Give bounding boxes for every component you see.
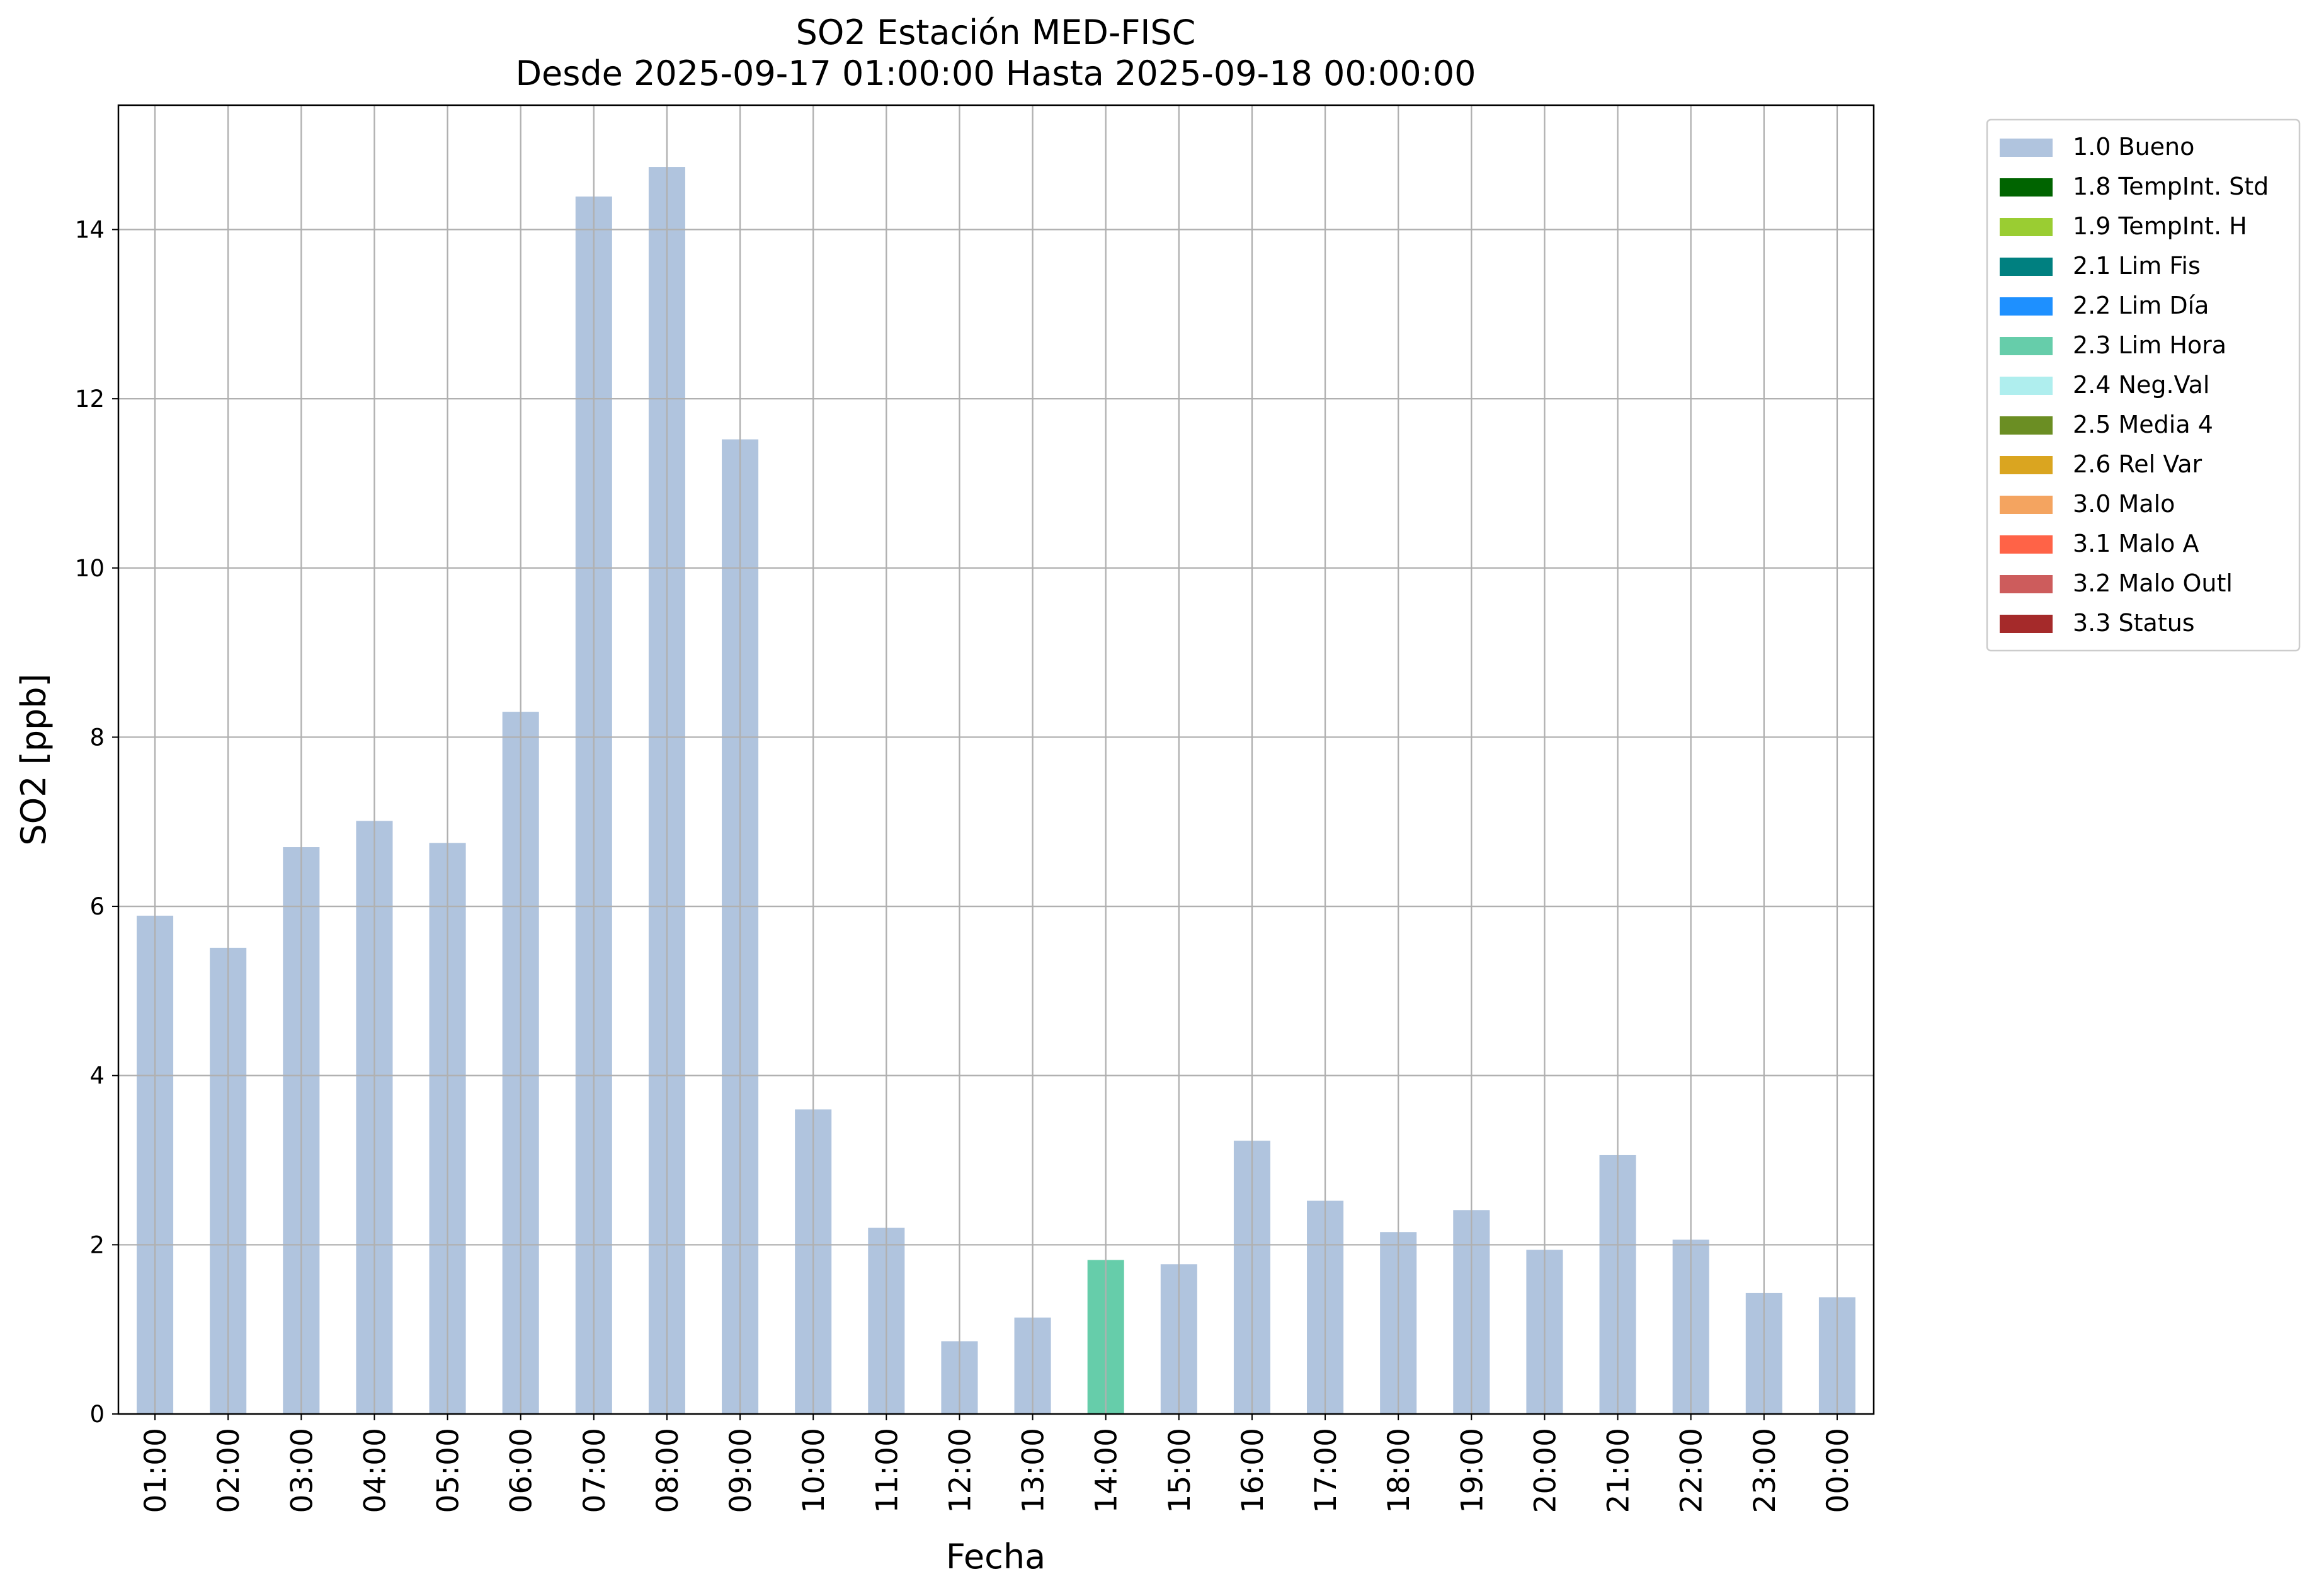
- legend-swatch: [2000, 416, 2053, 435]
- legend-box: [1986, 118, 2301, 652]
- x-tick-label: 12:00: [943, 1428, 977, 1513]
- x-tick-label: 06:00: [504, 1428, 539, 1513]
- legend-swatch: [2000, 178, 2053, 197]
- x-tick-label: 23:00: [1748, 1428, 1782, 1513]
- legend-label: 3.1 Malo A: [2073, 530, 2199, 557]
- x-tick-label: 19:00: [1455, 1428, 1490, 1513]
- x-tick-label: 16:00: [1236, 1428, 1270, 1513]
- legend-swatch: [2000, 575, 2053, 593]
- y-tick-label: 0: [89, 1401, 105, 1428]
- x-tick-label: 08:00: [651, 1428, 685, 1513]
- x-tick-label: 05:00: [431, 1428, 466, 1513]
- legend-swatch: [2000, 535, 2053, 554]
- legend-label: 1.0 Bueno: [2073, 133, 2194, 161]
- y-tick-label: 10: [75, 555, 105, 582]
- legend-swatch: [2000, 456, 2053, 474]
- legend-label: 2.3 Lim Hora: [2073, 331, 2226, 359]
- legend-swatch: [2000, 139, 2053, 157]
- x-tick-label: 07:00: [578, 1428, 612, 1513]
- y-tick-label: 14: [75, 216, 105, 243]
- legend-label: 3.2 Malo Outl: [2073, 569, 2233, 597]
- x-tick-label: 11:00: [870, 1428, 904, 1513]
- x-tick-label: 20:00: [1528, 1428, 1563, 1513]
- chart-subtitle: Desde 2025-09-17 01:00:00 Hasta 2025-09-…: [515, 54, 1476, 93]
- y-tick-label: 6: [89, 893, 105, 920]
- legend-label: 2.1 Lim Fis: [2073, 252, 2201, 280]
- x-tick-label: 04:00: [358, 1428, 392, 1513]
- x-tick-label: 18:00: [1382, 1428, 1416, 1513]
- x-axis-label: Fecha: [946, 1537, 1046, 1576]
- legend-swatch: [2000, 377, 2053, 395]
- legend-label: 3.0 Malo: [2073, 490, 2175, 518]
- y-tick-label: 4: [89, 1063, 105, 1090]
- legend-label: 1.8 TempInt. Std: [2073, 173, 2269, 200]
- x-tick-label: 02:00: [212, 1428, 246, 1513]
- legend-swatch: [2000, 496, 2053, 514]
- x-tick-label: 22:00: [1675, 1428, 1709, 1513]
- x-tick-label: 01:00: [139, 1428, 173, 1513]
- x-tick-label: 13:00: [1017, 1428, 1051, 1513]
- y-tick-label: 8: [89, 724, 105, 751]
- legend-swatch: [2000, 297, 2053, 316]
- x-tick-label: 15:00: [1163, 1428, 1197, 1513]
- x-tick-label: 21:00: [1602, 1428, 1636, 1513]
- legend-swatch: [2000, 218, 2053, 236]
- legend-label: 2.4 Neg.Val: [2073, 371, 2209, 399]
- chart-title: SO2 Estación MED-FISC: [796, 13, 1196, 52]
- x-tick-label: 09:00: [724, 1428, 758, 1513]
- legend-label: 3.3 Status: [2073, 609, 2195, 637]
- x-tick-label: 17:00: [1309, 1428, 1343, 1513]
- y-tick-label: 12: [75, 385, 105, 413]
- legend-swatch: [2000, 337, 2053, 355]
- legend-swatch: [2000, 615, 2053, 633]
- plot-frame: [117, 104, 1875, 1415]
- legend-label: 2.5 Media 4: [2073, 411, 2213, 438]
- legend-label: 2.6 Rel Var: [2073, 450, 2202, 478]
- y-tick-label: 2: [89, 1231, 105, 1258]
- x-tick-label: 00:00: [1821, 1428, 1855, 1513]
- legend-label: 2.2 Lim Día: [2073, 292, 2209, 319]
- legend-label: 1.9 TempInt. H: [2073, 212, 2247, 240]
- x-tick-label: 03:00: [285, 1428, 319, 1513]
- x-tick-label: 14:00: [1090, 1428, 1124, 1513]
- x-tick-label: 10:00: [797, 1428, 831, 1513]
- legend-swatch: [2000, 258, 2053, 276]
- y-axis-label: SO2 [ppb]: [14, 673, 54, 845]
